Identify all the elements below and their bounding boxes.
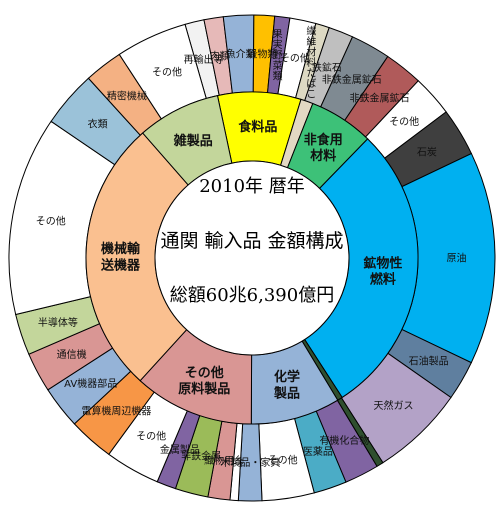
outer-ring <box>8 14 496 502</box>
outer-label-30: 衣類 <box>88 117 108 130</box>
outer-label-21: 織物用糸 <box>204 454 244 467</box>
outer-label-1: 肉類 <box>210 50 230 63</box>
outer-label-3: 穀物類 <box>247 47 277 60</box>
outer-label-11: 石炭 <box>417 147 437 159</box>
title-line-1: 2010年 暦年 <box>199 176 305 197</box>
outer-label-16: 有機化合物 <box>319 434 369 447</box>
outer-label-17: 医薬品 <box>303 446 333 458</box>
inner-label-8: 雑製品 <box>173 133 213 149</box>
outer-label-7: 鉄鉱石 <box>312 61 342 74</box>
inner-label-0: 食料品 <box>238 119 277 135</box>
inner-label-6: その他原料製品 <box>178 365 230 397</box>
outer-label-4: 果実野菜類 <box>273 29 283 83</box>
inner-label-5: 化学製品 <box>273 369 300 401</box>
outer-label-28: 半導体等 <box>38 316 78 329</box>
outer-label-24: その他 <box>136 429 166 442</box>
inner-label-2: 非食用材料 <box>304 132 343 164</box>
segment-labels: 再輸出等肉類魚介類穀物類果実野菜類その他繊維材料たばこ鉄鉱石非鉄金属鉱石非鉄金属… <box>36 24 467 469</box>
outer-label-10: その他 <box>389 115 419 128</box>
outer-label-25: 電算機周辺機器 <box>81 405 151 418</box>
inner-ring <box>85 91 419 425</box>
title-line-2: 通関 輸入品 金額構成 <box>160 230 343 252</box>
title-line-3: 総額60兆6,390億円 <box>170 285 334 306</box>
outer-label-2: 魚介類 <box>226 47 256 60</box>
outer-label-8: 非鉄金属鉱石 <box>322 73 382 86</box>
outer-label-6: 繊維材料たばこ <box>306 24 316 100</box>
outer-label-0: 再輸出等 <box>184 53 224 66</box>
center-hole <box>154 160 350 356</box>
outer-label-29: その他 <box>36 215 66 228</box>
inner-label-3: 鉱物性燃料 <box>363 255 402 287</box>
inner-label-7: 機械輸送機器 <box>100 241 141 273</box>
outer-label-14: 天然ガス <box>374 399 414 412</box>
outer-label-13: 石油製品 <box>409 355 449 368</box>
outer-label-23: 金属製品 <box>160 443 200 456</box>
outer-label-31: 精密機械 <box>107 90 147 103</box>
outer-label-5: その他 <box>280 52 310 65</box>
outer-label-19: 木製品・家具 <box>220 456 280 469</box>
outer-label-12: 原油 <box>447 252 467 265</box>
center-title: 2010年 暦年 通関 輸入品 金額構成 総額60兆6,390億円 <box>160 176 343 306</box>
outer-label-32: その他 <box>152 66 182 79</box>
outer-label-18: その他 <box>268 454 298 467</box>
outer-label-27: 通信機 <box>57 348 87 361</box>
outer-label-22: 非鉄金属 <box>181 450 221 463</box>
outer-label-9: 非鉄金属鉱石 <box>350 92 410 105</box>
outer-label-26: AV機器部品 <box>64 377 117 390</box>
